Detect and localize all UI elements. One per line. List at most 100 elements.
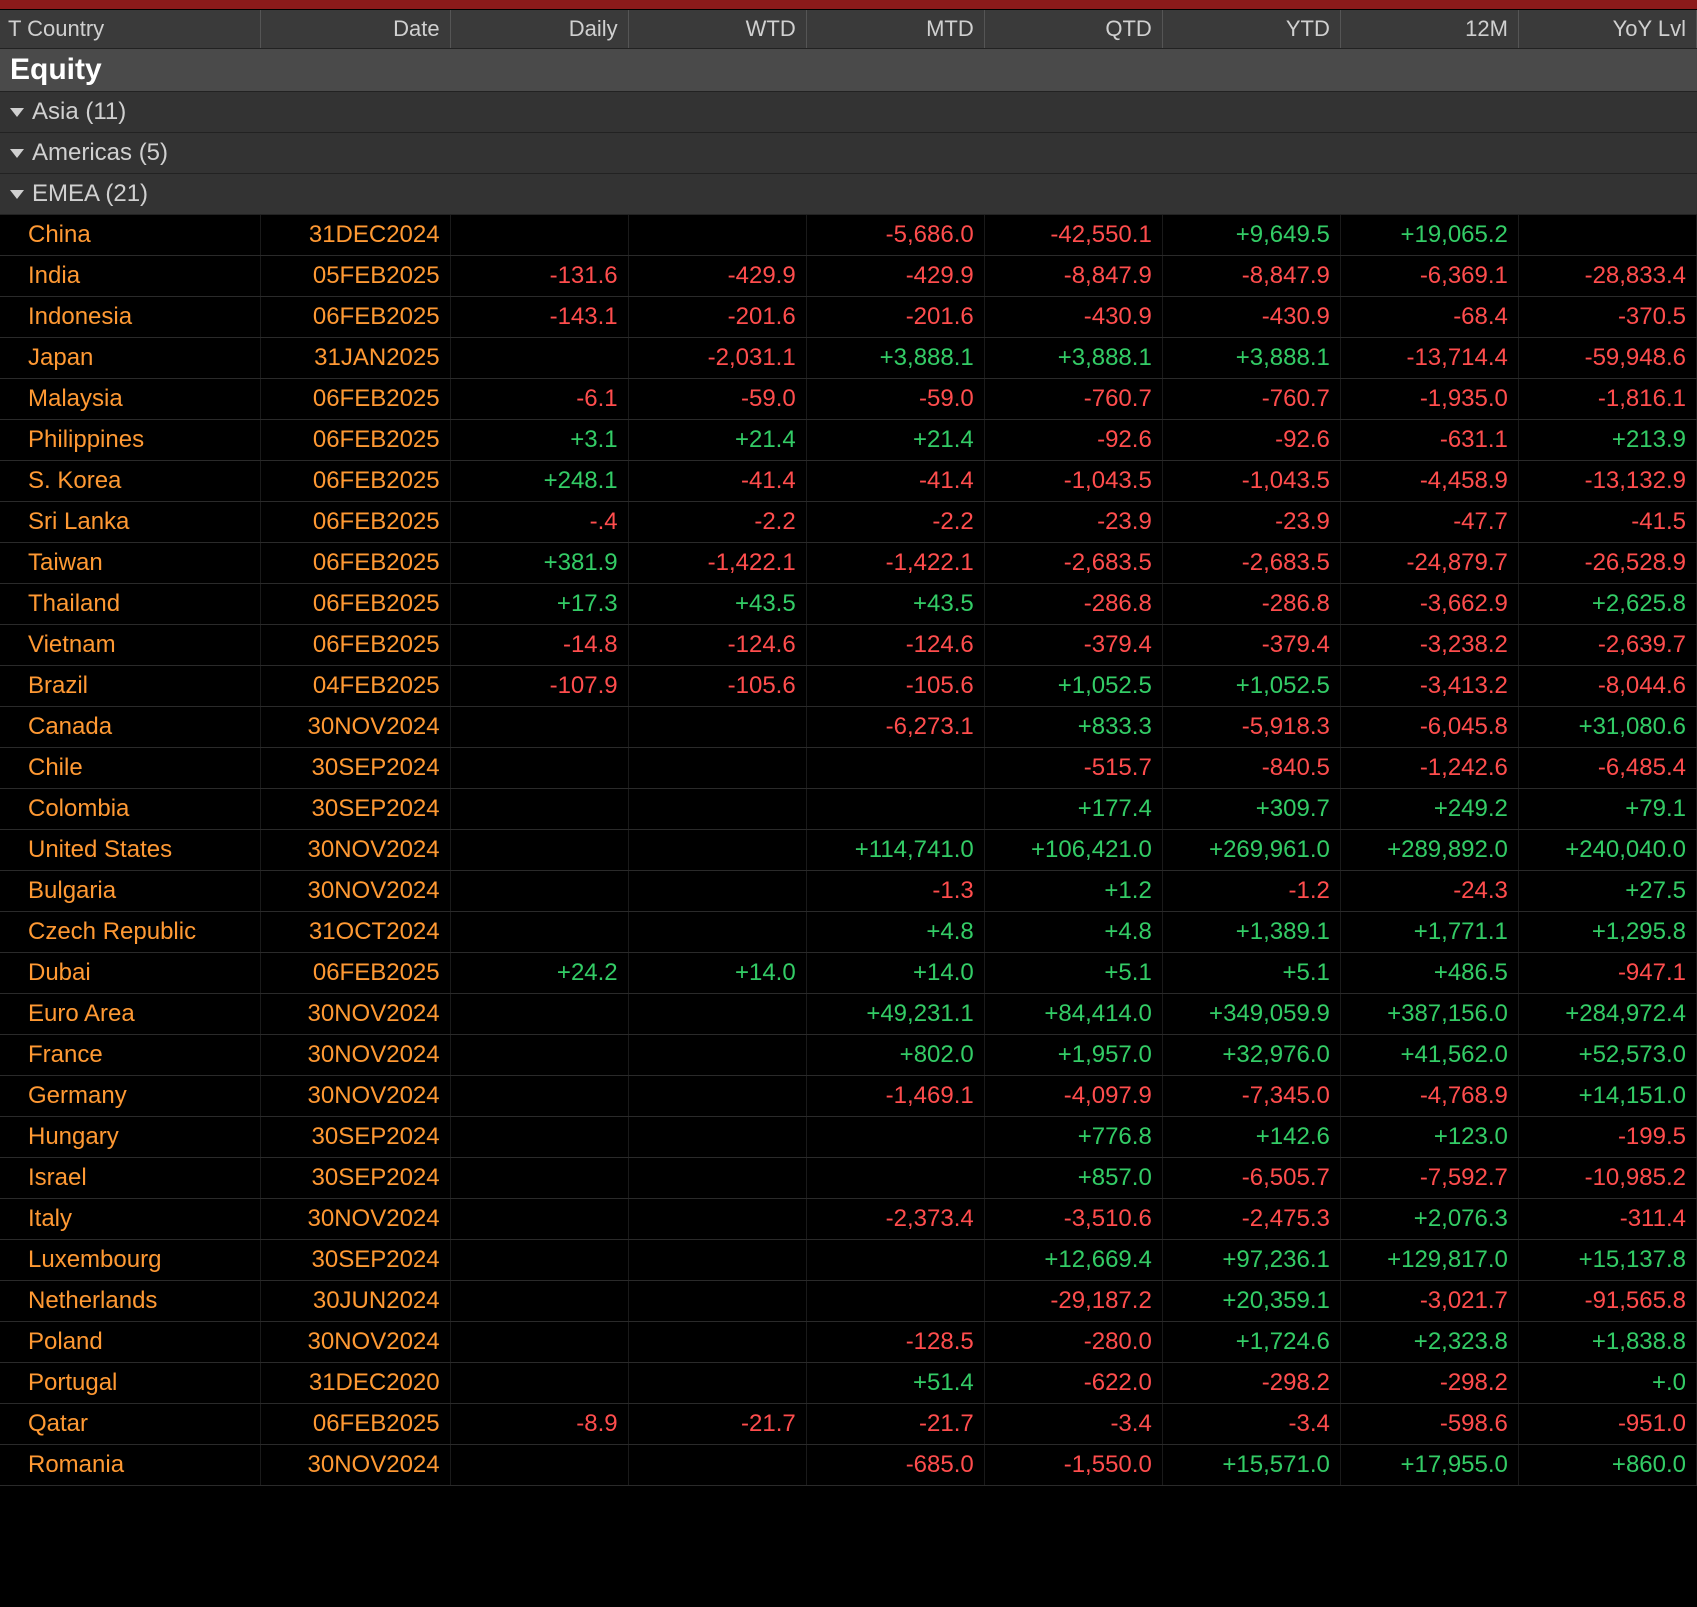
col-header-daily[interactable]: Daily (450, 10, 628, 49)
table-row[interactable]: S. Korea06FEB2025+248.1-41.4-41.4-1,043.… (0, 461, 1697, 502)
col-header-country[interactable]: T Country (0, 10, 260, 49)
qtd-cell: -379.4 (984, 625, 1162, 666)
table-row[interactable]: Colombia30SEP2024+177.4+309.7+249.2+79.1 (0, 789, 1697, 830)
country-cell[interactable]: France (0, 1035, 260, 1076)
col-header-ytd[interactable]: YTD (1162, 10, 1340, 49)
country-cell[interactable]: Chile (0, 748, 260, 789)
group-header-americas[interactable]: Americas (5) (0, 133, 1697, 174)
table-row[interactable]: Netherlands30JUN2024-29,187.2+20,359.1-3… (0, 1281, 1697, 1322)
table-row[interactable]: Poland30NOV2024-128.5-280.0+1,724.6+2,32… (0, 1322, 1697, 1363)
table-row[interactable]: Czech Republic31OCT2024+4.8+4.8+1,389.1+… (0, 912, 1697, 953)
table-row[interactable]: France30NOV2024+802.0+1,957.0+32,976.0+4… (0, 1035, 1697, 1076)
table-row[interactable]: Brazil04FEB2025-107.9-105.6-105.6+1,052.… (0, 666, 1697, 707)
yoy-cell: -1,816.1 (1518, 379, 1696, 420)
table-row[interactable]: Hungary30SEP2024+776.8+142.6+123.0-199.5 (0, 1117, 1697, 1158)
country-cell[interactable]: Czech Republic (0, 912, 260, 953)
country-cell[interactable]: China (0, 215, 260, 256)
country-cell[interactable]: Colombia (0, 789, 260, 830)
wtd-cell: -59.0 (628, 379, 806, 420)
date-cell: 30NOV2024 (260, 1035, 450, 1076)
table-row[interactable]: Sri Lanka06FEB2025-.4-2.2-2.2-23.9-23.9-… (0, 502, 1697, 543)
wtd-cell: -21.7 (628, 1404, 806, 1445)
table-row[interactable]: Portugal31DEC2020+51.4-622.0-298.2-298.2… (0, 1363, 1697, 1404)
group-header-emea[interactable]: EMEA (21) (0, 174, 1697, 215)
group-header-asia[interactable]: Asia (11) (0, 92, 1697, 133)
table-row[interactable]: Taiwan06FEB2025+381.9-1,422.1-1,422.1-2,… (0, 543, 1697, 584)
table-row[interactable]: Qatar06FEB2025-8.9-21.7-21.7-3.4-3.4-598… (0, 1404, 1697, 1445)
country-cell[interactable]: Netherlands (0, 1281, 260, 1322)
ytd-cell: -6,505.7 (1162, 1158, 1340, 1199)
country-cell[interactable]: Italy (0, 1199, 260, 1240)
country-cell[interactable]: Canada (0, 707, 260, 748)
country-cell[interactable]: Dubai (0, 953, 260, 994)
daily-cell (450, 215, 628, 256)
date-cell: 06FEB2025 (260, 379, 450, 420)
wtd-cell (628, 871, 806, 912)
mtd-cell: +114,741.0 (806, 830, 984, 871)
table-row[interactable]: Japan31JAN2025-2,031.1+3,888.1+3,888.1+3… (0, 338, 1697, 379)
col-header-qtd[interactable]: QTD (984, 10, 1162, 49)
col-header-mtd[interactable]: MTD (806, 10, 984, 49)
col-header-m12[interactable]: 12M (1340, 10, 1518, 49)
country-cell[interactable]: Japan (0, 338, 260, 379)
mtd-cell (806, 789, 984, 830)
country-cell[interactable]: Romania (0, 1445, 260, 1486)
table-row[interactable]: Indonesia06FEB2025-143.1-201.6-201.6-430… (0, 297, 1697, 338)
country-cell[interactable]: Qatar (0, 1404, 260, 1445)
table-row[interactable]: China31DEC2024-5,686.0-42,550.1+9,649.5+… (0, 215, 1697, 256)
country-cell[interactable]: United States (0, 830, 260, 871)
table-row[interactable]: United States30NOV2024+114,741.0+106,421… (0, 830, 1697, 871)
date-cell: 06FEB2025 (260, 584, 450, 625)
col-header-yoy[interactable]: YoY Lvl (1518, 10, 1696, 49)
country-cell[interactable]: Euro Area (0, 994, 260, 1035)
col-header-date[interactable]: Date (260, 10, 450, 49)
country-cell[interactable]: Bulgaria (0, 871, 260, 912)
country-cell[interactable]: Indonesia (0, 297, 260, 338)
col-header-wtd[interactable]: WTD (628, 10, 806, 49)
date-cell: 30NOV2024 (260, 1199, 450, 1240)
country-cell[interactable]: India (0, 256, 260, 297)
country-cell[interactable]: Brazil (0, 666, 260, 707)
country-cell[interactable]: Poland (0, 1322, 260, 1363)
table-row[interactable]: Chile30SEP2024-515.7-840.5-1,242.6-6,485… (0, 748, 1697, 789)
table-row[interactable]: Philippines06FEB2025+3.1+21.4+21.4-92.6-… (0, 420, 1697, 461)
country-cell[interactable]: Hungary (0, 1117, 260, 1158)
table-row[interactable]: Canada30NOV2024-6,273.1+833.3-5,918.3-6,… (0, 707, 1697, 748)
wtd-cell (628, 1445, 806, 1486)
date-cell: 30NOV2024 (260, 830, 450, 871)
country-cell[interactable]: Malaysia (0, 379, 260, 420)
table-row[interactable]: Germany30NOV2024-1,469.1-4,097.9-7,345.0… (0, 1076, 1697, 1117)
country-cell[interactable]: Sri Lanka (0, 502, 260, 543)
yoy-cell: +240,040.0 (1518, 830, 1696, 871)
table-row[interactable]: Romania30NOV2024-685.0-1,550.0+15,571.0+… (0, 1445, 1697, 1486)
country-cell[interactable]: Luxembourg (0, 1240, 260, 1281)
wtd-cell (628, 912, 806, 953)
date-cell: 06FEB2025 (260, 461, 450, 502)
table-row[interactable]: Vietnam06FEB2025-14.8-124.6-124.6-379.4-… (0, 625, 1697, 666)
ytd-cell: -5,918.3 (1162, 707, 1340, 748)
table-row[interactable]: Thailand06FEB2025+17.3+43.5+43.5-286.8-2… (0, 584, 1697, 625)
country-cell[interactable]: Israel (0, 1158, 260, 1199)
country-cell[interactable]: Germany (0, 1076, 260, 1117)
category-header[interactable]: Equity (0, 49, 1697, 92)
table-row[interactable]: Bulgaria30NOV2024-1.3+1.2-1.2-24.3+27.5 (0, 871, 1697, 912)
table-row[interactable]: Euro Area30NOV2024+49,231.1+84,414.0+349… (0, 994, 1697, 1035)
country-cell[interactable]: Taiwan (0, 543, 260, 584)
table-row[interactable]: Luxembourg30SEP2024+12,669.4+97,236.1+12… (0, 1240, 1697, 1281)
table-row[interactable]: India05FEB2025-131.6-429.9-429.9-8,847.9… (0, 256, 1697, 297)
country-cell[interactable]: S. Korea (0, 461, 260, 502)
table-row[interactable]: Israel30SEP2024+857.0-6,505.7-7,592.7-10… (0, 1158, 1697, 1199)
table-row[interactable]: Italy30NOV2024-2,373.4-3,510.6-2,475.3+2… (0, 1199, 1697, 1240)
wtd-cell: -201.6 (628, 297, 806, 338)
wtd-cell: -105.6 (628, 666, 806, 707)
table-row[interactable]: Malaysia06FEB2025-6.1-59.0-59.0-760.7-76… (0, 379, 1697, 420)
country-cell[interactable]: Vietnam (0, 625, 260, 666)
country-cell[interactable]: Philippines (0, 420, 260, 461)
daily-cell: -8.9 (450, 1404, 628, 1445)
country-cell[interactable]: Portugal (0, 1363, 260, 1404)
daily-cell (450, 1240, 628, 1281)
country-cell[interactable]: Thailand (0, 584, 260, 625)
group-label: EMEA (21) (32, 180, 148, 207)
daily-cell: +3.1 (450, 420, 628, 461)
table-row[interactable]: Dubai06FEB2025+24.2+14.0+14.0+5.1+5.1+48… (0, 953, 1697, 994)
